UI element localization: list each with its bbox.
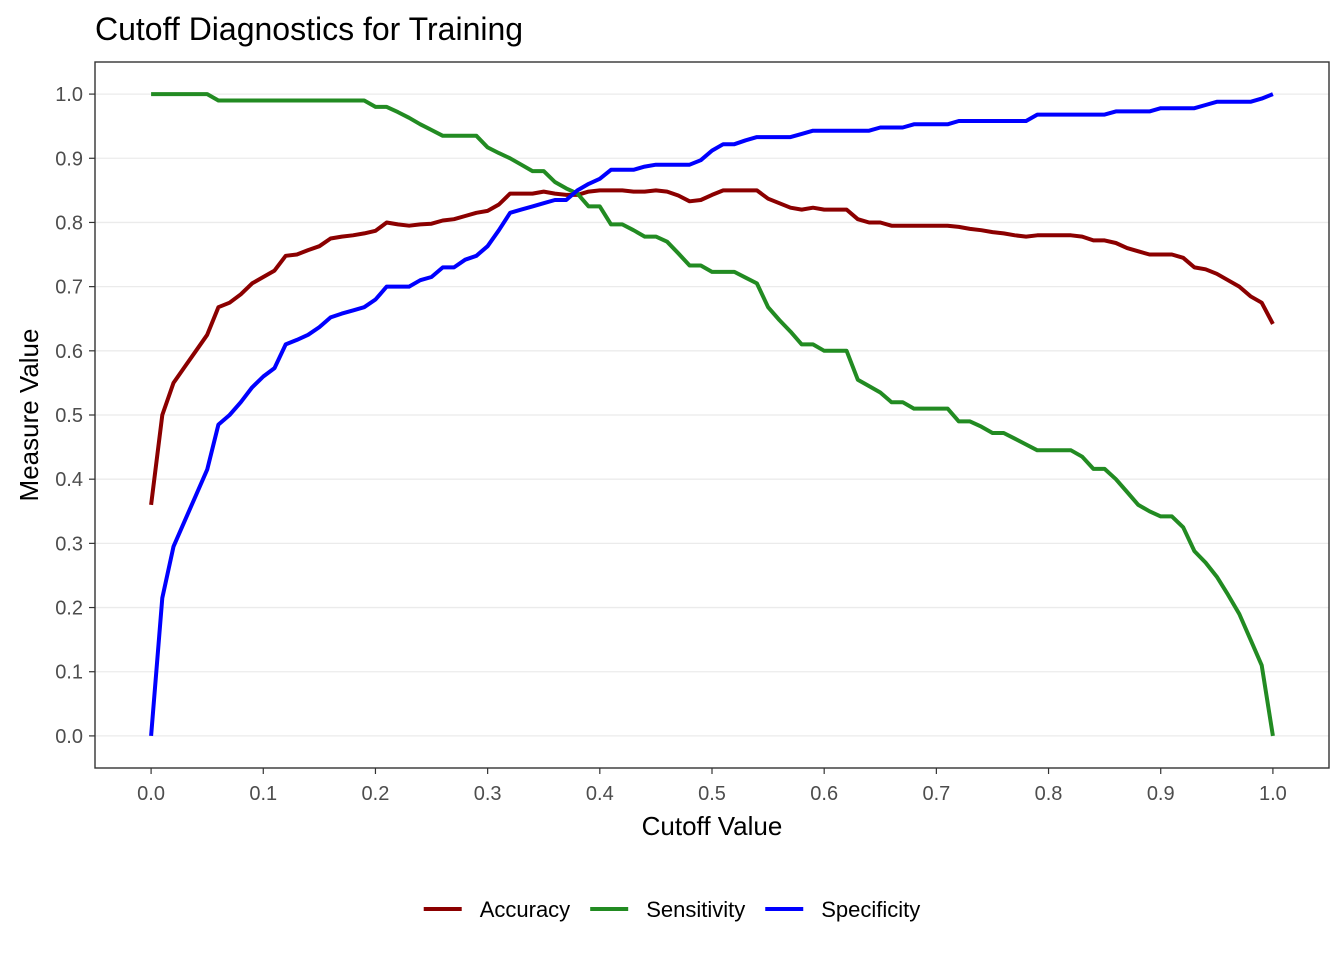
- x-tick-label: 0.3: [474, 783, 502, 805]
- x-axis-ticks: 0.0 0.1 0.2 0.3 0.4 0.5 0.6 0.7 0.8 0.9 1.0: [137, 768, 1287, 805]
- y-tick-label: 0.3: [55, 533, 83, 555]
- y-tick-label: 0.8: [55, 212, 83, 234]
- series-lines: [149, 92, 1275, 737]
- y-tick-label: 0.0: [55, 726, 83, 748]
- x-tick-label: 0.9: [1147, 783, 1175, 805]
- series-line-accuracy: [149, 188, 1275, 506]
- series-line-specificity: [149, 92, 1274, 737]
- y-tick-label: 0.9: [55, 148, 83, 170]
- y-tick-label: 0.1: [55, 662, 83, 684]
- x-tick-label: 0.2: [362, 783, 390, 805]
- y-axis-title: Measure Value: [14, 329, 44, 502]
- y-tick-label: 0.2: [55, 598, 83, 620]
- legend-label-accuracy: Accuracy: [480, 897, 570, 922]
- legend-label-specificity: Specificity: [821, 897, 920, 922]
- x-tick-label: 0.0: [137, 783, 165, 805]
- gridlines: [95, 93, 1329, 737]
- y-tick-label: 1.0: [55, 84, 83, 106]
- y-tick-label: 0.5: [55, 405, 83, 427]
- y-tick-label: 0.4: [55, 469, 83, 491]
- series-line-sensitivity: [151, 92, 1275, 737]
- x-tick-label: 0.7: [922, 783, 950, 805]
- x-tick-label: 0.4: [586, 783, 614, 805]
- x-tick-label: 0.5: [698, 783, 726, 805]
- chart-title: Cutoff Diagnostics for Training: [95, 11, 523, 47]
- x-tick-label: 0.6: [810, 783, 838, 805]
- x-axis-title: Cutoff Value: [642, 811, 783, 841]
- x-tick-label: 0.8: [1035, 783, 1063, 805]
- y-axis-ticks: 0.0 0.1 0.2 0.3 0.4 0.5 0.6 0.7 0.8 0.9 1.0: [55, 84, 95, 748]
- legend: Accuracy Sensitivity Specificity: [423, 897, 920, 922]
- y-tick-label: 0.6: [55, 341, 83, 363]
- legend-label-sensitivity: Sensitivity: [646, 897, 745, 922]
- x-tick-label: 0.1: [249, 783, 277, 805]
- x-tick-label: 1.0: [1259, 783, 1287, 805]
- y-tick-label: 0.7: [55, 277, 83, 299]
